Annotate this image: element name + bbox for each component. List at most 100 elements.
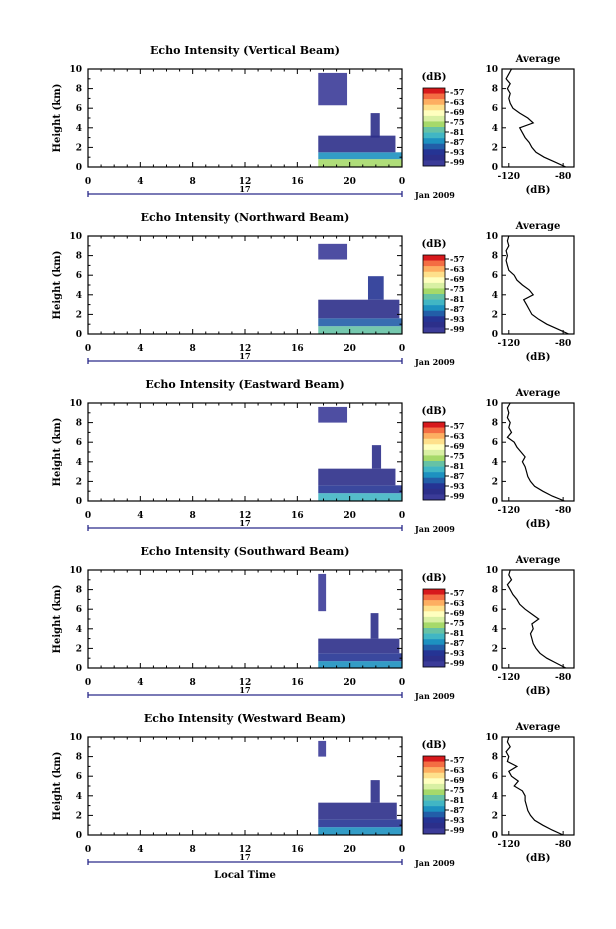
profile-line <box>505 235 569 335</box>
y-tick-label: 2 <box>76 811 82 821</box>
profile-x-tick-label: -80 <box>555 506 571 516</box>
colorbar-tick-label: -81 <box>450 461 464 471</box>
profile-frame <box>501 569 575 669</box>
colorbar-segment <box>423 817 445 824</box>
colorbar-segment <box>423 466 445 473</box>
colorbar-tick-label: -75 <box>450 785 464 795</box>
colorbar-segment <box>423 277 445 284</box>
x-tick-label: 4 <box>137 177 143 187</box>
profile-line <box>505 736 564 836</box>
profile-y-tick-label: 4 <box>492 625 498 635</box>
colorbar-segment <box>423 795 445 801</box>
profile-title: Average <box>515 388 561 399</box>
colorbar-segment <box>423 93 445 100</box>
x-tick-label: 0 <box>399 344 405 354</box>
colorbar-segment <box>423 628 445 634</box>
profile-y-tick-label: 10 <box>485 232 498 242</box>
y-tick-label: 8 <box>76 753 82 763</box>
colorbar-tick-label: -99 <box>450 491 465 501</box>
colorbar-segment <box>423 438 445 445</box>
colorbar-tick-label: -87 <box>450 471 464 481</box>
echo-cell <box>318 468 396 486</box>
profile-y-tick-label: 8 <box>492 586 498 596</box>
x-tick-label: 0 <box>85 678 91 688</box>
colorbar-tick-label: -93 <box>450 481 465 491</box>
colorbar-tick-label: -69 <box>450 274 465 284</box>
x-tick-label: 16 <box>291 511 304 521</box>
day-label: 17 <box>239 184 250 194</box>
y-axis-label: Height (km) <box>52 84 63 153</box>
x-tick-label: 12 <box>239 344 252 354</box>
colorbar-segment <box>423 761 445 768</box>
x-tick-label: 0 <box>399 845 405 855</box>
colorbar-segment <box>423 110 445 117</box>
profile-y-tick-label: 6 <box>492 772 498 782</box>
x-tick-label: 0 <box>399 511 405 521</box>
y-tick-label: 2 <box>76 310 82 320</box>
profile-y-tick-label: 4 <box>492 792 498 802</box>
colorbar-segment <box>423 622 445 629</box>
x-tick-label: 20 <box>343 177 356 187</box>
profile-x-tick-label: -120 <box>498 840 521 850</box>
echo-cell <box>318 653 402 662</box>
colorbar-segment <box>423 783 445 790</box>
y-tick-label: 6 <box>76 772 82 782</box>
colorbar-tick-label: -57 <box>450 421 464 431</box>
colorbar-segment <box>423 772 445 779</box>
echo-cell <box>318 135 396 153</box>
colorbar-tick-label: -87 <box>450 304 464 314</box>
colorbar-segment <box>423 789 445 796</box>
day-label: 17 <box>239 518 250 528</box>
colorbar-segment <box>423 756 445 762</box>
profile-y-tick-label: 0 <box>492 497 498 507</box>
colorbar-segment <box>423 138 445 145</box>
panel-title: Echo Intensity (Northward Beam) <box>141 211 350 224</box>
y-tick-label: 0 <box>76 330 82 340</box>
profile-x-tick-label: -120 <box>498 172 521 182</box>
y-tick-label: 10 <box>69 566 82 576</box>
profile-x-label: (dB) <box>526 185 551 196</box>
colorbar-segment <box>423 449 445 456</box>
y-tick-label: 0 <box>76 831 82 841</box>
colorbar-segment <box>423 149 445 156</box>
x-tick-label: 12 <box>239 177 252 187</box>
date-label: Jan 2009 <box>414 524 455 534</box>
colorbar-unit: (dB) <box>422 72 447 83</box>
colorbar-segment <box>423 488 445 495</box>
x-tick-label: 20 <box>343 344 356 354</box>
x-tick-label: 0 <box>85 511 91 521</box>
colorbar-segment <box>423 605 445 612</box>
colorbar-segment <box>423 650 445 657</box>
x-tick-label: 4 <box>137 511 143 521</box>
colorbar-segment <box>423 800 445 807</box>
colorbar-segment <box>423 633 445 640</box>
colorbar-unit: (dB) <box>422 573 447 584</box>
colorbar-unit: (dB) <box>422 406 447 417</box>
day-label: 17 <box>239 852 250 862</box>
x-tick-label: 4 <box>137 845 143 855</box>
echo-cell <box>318 493 402 501</box>
y-tick-label: 4 <box>76 124 82 134</box>
x-tick-label: 4 <box>137 678 143 688</box>
profile-x-label: (dB) <box>526 853 551 864</box>
y-tick-label: 6 <box>76 104 82 114</box>
colorbar-tick-label: -63 <box>450 431 465 441</box>
y-tick-label: 6 <box>76 438 82 448</box>
x-tick-label: 12 <box>239 511 252 521</box>
colorbar-frame <box>422 588 446 668</box>
profile-x-label: (dB) <box>526 352 551 363</box>
colorbar-segment <box>423 483 445 490</box>
x-tick-label: 4 <box>137 344 143 354</box>
colorbar-segment <box>423 806 445 813</box>
profile-y-tick-label: 4 <box>492 458 498 468</box>
y-tick-label: 10 <box>69 733 82 743</box>
x-tick-label: 12 <box>239 678 252 688</box>
colorbar-segment <box>423 472 445 479</box>
y-tick-label: 0 <box>76 163 82 173</box>
colorbar-segment <box>423 611 445 618</box>
y-tick-label: 2 <box>76 143 82 153</box>
y-tick-label: 4 <box>76 458 82 468</box>
profile-y-tick-label: 0 <box>492 163 498 173</box>
x-tick-label: 20 <box>343 845 356 855</box>
colorbar-segment <box>423 143 445 150</box>
